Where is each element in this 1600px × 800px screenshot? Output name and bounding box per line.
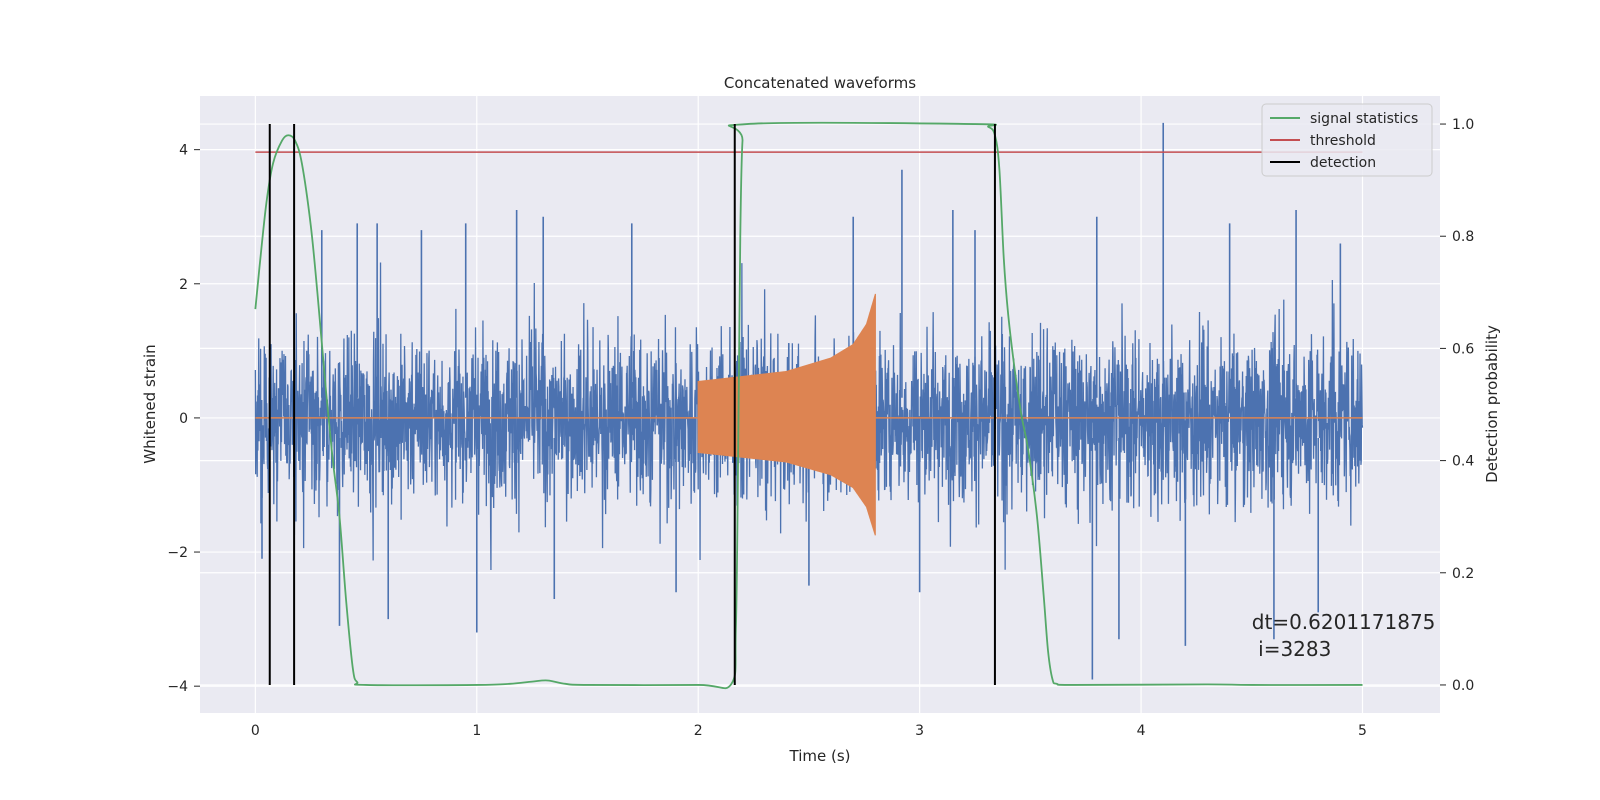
y-tick-label: 4 [179,143,188,159]
x-tick-label: 0 [251,723,260,739]
x-tick-label: 4 [1137,723,1146,739]
annotation: dt=0.6201171875 i=3283 [1252,610,1436,661]
y2-tick-label: 0.0 [1452,678,1474,694]
legend-box [1261,103,1433,177]
y-tick-label: 0 [179,411,188,427]
axes: 0 1 2 3 4 5 −4 −2 0 2 4 0.0 0.2 0.4 0.6 0.8 1.0 [167,117,1474,739]
y2-axis-label: Detection probability [1483,325,1501,483]
injection-series [255,293,1363,536]
y2-tick-label: 0.8 [1452,229,1474,245]
injection-chirp [697,293,876,536]
annotation-text: dt=0.6201171875 i=3283 [1252,610,1436,661]
strain-series [254,122,1364,680]
x-tick-label: 5 [1358,723,1367,739]
y-tick-label: −4 [167,679,188,695]
x-axis-label: Time (s) [789,747,851,765]
x-tick-label: 3 [915,723,924,739]
y-axis-label: Whitened strain [141,344,159,463]
chart-title: Concatenated waveforms [724,74,916,92]
y2-tick-label: 0.4 [1452,454,1474,470]
y2-tick-label: 1.0 [1452,117,1474,133]
y-tick-label: −2 [167,545,188,561]
y-tick-label: 2 [179,277,188,293]
x-tick-label: 1 [472,723,481,739]
y2-tick-label: 0.6 [1452,341,1474,357]
overlay [254,121,1363,690]
y2-tick-label: 0.2 [1452,566,1474,582]
legend-label: threshold [1310,133,1376,149]
legend: signal statistics threshold detection [1261,103,1433,177]
legend-label: signal statistics [1310,111,1418,127]
legend-label: detection [1310,155,1376,171]
x-tick-label: 2 [694,723,703,739]
